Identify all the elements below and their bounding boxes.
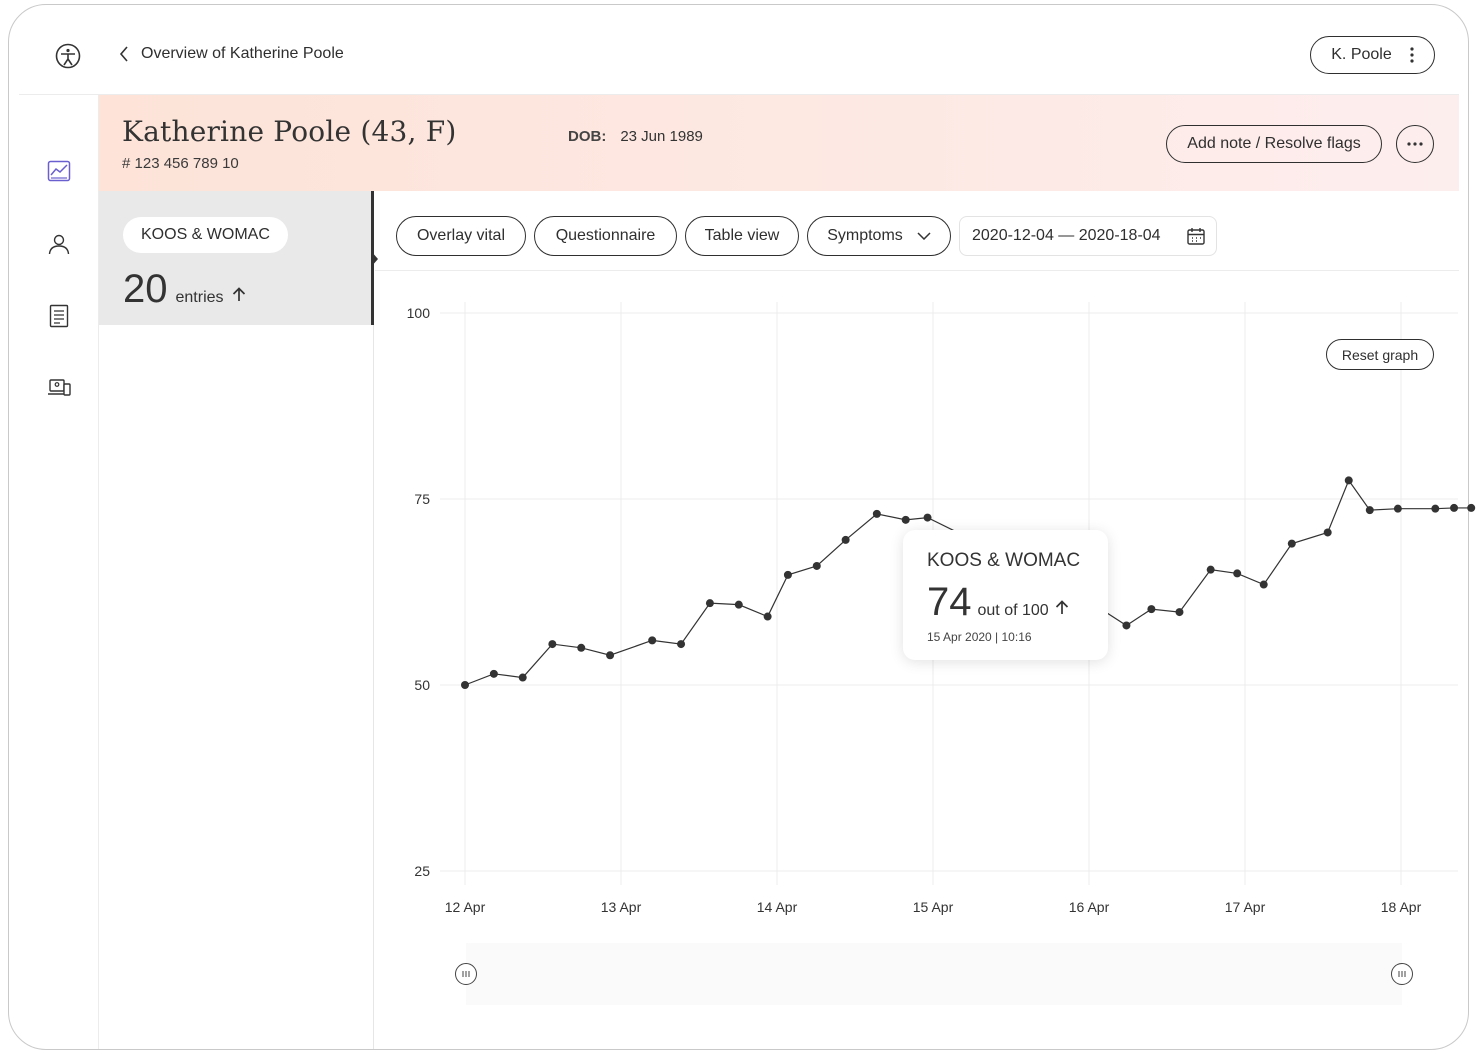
ellipsis-icon: [1407, 142, 1423, 146]
metric-count: 20 entries: [123, 267, 246, 312]
tooltip-unit: out of 100: [977, 602, 1049, 619]
tooltip-date: 15 Apr 2020 | 10:16: [927, 630, 1032, 644]
app-logo-icon[interactable]: [55, 43, 81, 69]
arrow-up-icon: [232, 287, 245, 301]
sidebar: [19, 95, 99, 1049]
more-options-button[interactable]: [1396, 125, 1434, 163]
range-scrubber[interactable]: [466, 943, 1402, 1005]
patient-dob: DOB: 23 Jun 1989: [568, 128, 703, 145]
sidebar-item-profile-icon[interactable]: [47, 232, 71, 256]
sidebar-item-devices-icon[interactable]: [47, 376, 71, 400]
filter-toolbar: Overlay vital Questionnaire Table view S…: [375, 191, 1459, 271]
selected-caret: [371, 251, 378, 267]
dob-label: DOB:: [568, 128, 607, 145]
top-bar: Overview of Katherine Poole K. Poole: [19, 5, 1459, 95]
arrow-up-icon: [1055, 600, 1068, 614]
overlay-vital-button[interactable]: Overlay vital: [396, 216, 526, 256]
patient-name: Katherine Poole (43, F): [122, 115, 457, 148]
back-link[interactable]: Overview of Katherine Poole: [119, 45, 344, 63]
metric-tag: KOOS & WOMAC: [123, 217, 288, 253]
date-range-value: 2020-12-04 — 2020-18-04: [972, 227, 1161, 244]
app-window: Overview of Katherine Poole K. Poole: [8, 4, 1469, 1050]
metric-count-unit: entries: [175, 289, 224, 306]
add-note-button[interactable]: Add note / Resolve flags: [1166, 125, 1382, 163]
data-tooltip: KOOS & WOMAC 74 out of 100 15 Apr 2020 |…: [903, 530, 1108, 660]
patient-header: Katherine Poole (43, F) # 123 456 789 10…: [99, 95, 1459, 191]
metric-card-koos[interactable]: KOOS & WOMAC 20 entries: [99, 191, 378, 325]
tooltip-value: 74: [927, 580, 972, 624]
calendar-icon: [1187, 228, 1205, 245]
patient-id: # 123 456 789 10: [122, 155, 239, 172]
sidebar-item-graphs-icon[interactable]: [47, 159, 71, 183]
chevron-down-icon: [917, 232, 931, 240]
tooltip-value-row: 74 out of 100: [927, 580, 1069, 625]
scrubber-left-handle[interactable]: [455, 963, 477, 985]
table-view-button[interactable]: Table view: [685, 216, 799, 256]
back-link-label: Overview of Katherine Poole: [141, 45, 344, 62]
tooltip-title: KOOS & WOMAC: [927, 550, 1081, 571]
reset-graph-button[interactable]: Reset graph: [1326, 339, 1434, 370]
user-menu-button[interactable]: K. Poole: [1310, 36, 1435, 74]
kebab-icon: [1410, 47, 1414, 63]
symptoms-dropdown[interactable]: Symptoms: [807, 216, 951, 256]
grip-icon: [1398, 971, 1406, 977]
measurement-panel: KOOS & WOMAC 20 entries: [99, 191, 378, 1049]
scrubber-right-handle[interactable]: [1391, 963, 1413, 985]
symptoms-label: Symptoms: [827, 227, 903, 244]
dob-value: 23 Jun 1989: [620, 128, 703, 145]
user-name: K. Poole: [1331, 46, 1392, 63]
sidebar-item-notes-icon[interactable]: [47, 304, 71, 328]
chevron-left-icon: [119, 46, 128, 62]
metric-count-value: 20: [123, 267, 168, 311]
date-range-picker[interactable]: 2020-12-04 — 2020-18-04: [959, 216, 1217, 256]
grip-icon: [462, 971, 470, 977]
questionnaire-button[interactable]: Questionnaire: [534, 216, 677, 256]
